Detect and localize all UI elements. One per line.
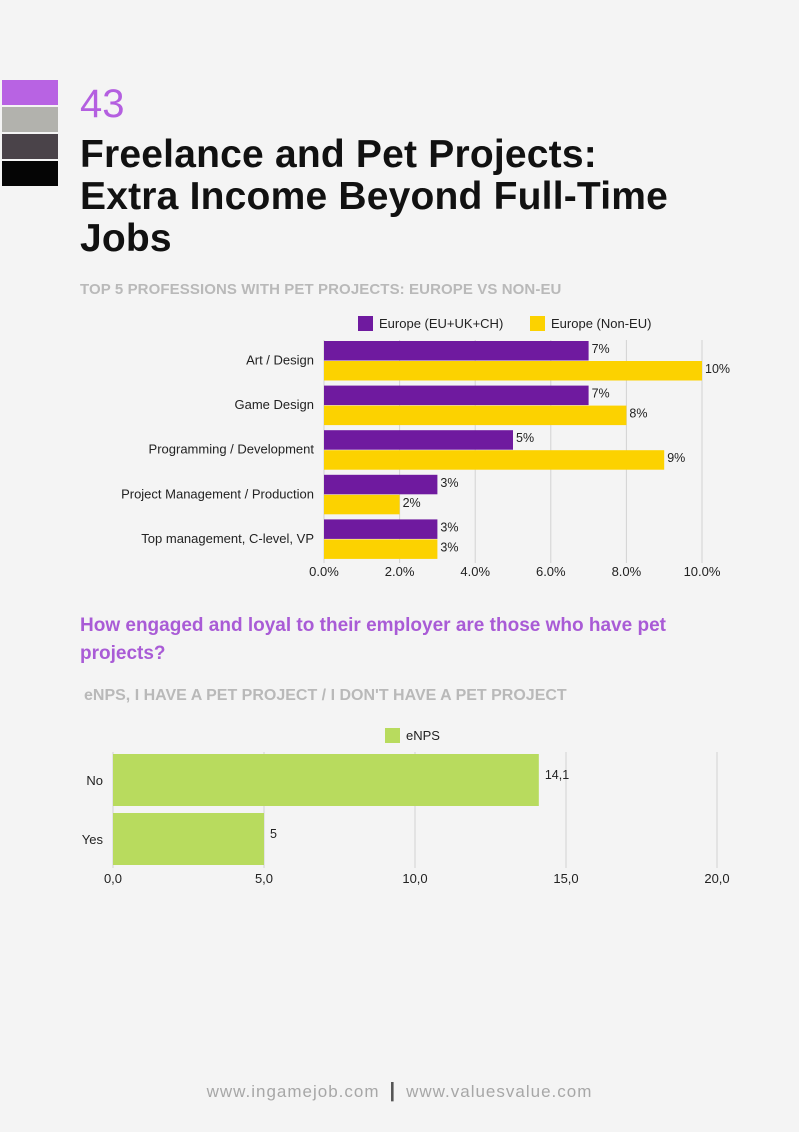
- swatch-purple: [2, 80, 58, 105]
- bar-s1-c4: [324, 519, 438, 539]
- footer: www.ingamejob.com | www.valuesvalue.com: [0, 1080, 799, 1103]
- footer-link-ingamejob[interactable]: www.ingamejob.com: [206, 1082, 380, 1101]
- legend-label-1: Europe (EU+UK+CH): [379, 316, 503, 331]
- data-label-s2-c2: 9%: [667, 451, 685, 465]
- bar-s2-c1: [324, 405, 627, 426]
- enps-bar-chart: eNPS 0,0 5,0 10,0 15,0 20,0 No 14,1 Yes 5: [82, 728, 730, 886]
- data-label-s2-c4: 3%: [440, 540, 458, 554]
- enps-x-tick-label-3: 15,0: [553, 871, 578, 886]
- chart1-title: TOP 5 PROFESSIONS WITH PET PROJECTS: EUR…: [80, 281, 562, 298]
- swatch-light-gray: [2, 107, 58, 132]
- bar-s1-c0: [324, 341, 589, 361]
- category-label-4: Top management, C-level, VP: [141, 531, 314, 546]
- bar-s2-c0: [324, 361, 702, 381]
- data-label-s2-c3: 2%: [403, 496, 421, 510]
- x-tick-label-3: 6.0%: [536, 564, 566, 579]
- enps-x-tick-label-0: 0,0: [104, 871, 122, 886]
- category-label-2: Programming / Development: [149, 442, 315, 457]
- enps-x-tick-label-2: 10,0: [402, 871, 427, 886]
- data-label-s2-c0: 10%: [705, 362, 730, 376]
- x-tick-label-0: 0.0%: [309, 564, 339, 579]
- data-label-s1-c0: 7%: [592, 342, 610, 356]
- x-tick-label-5: 10.0%: [684, 564, 721, 579]
- x-tick-label-2: 4.0%: [460, 564, 490, 579]
- bar-s1-c2: [324, 430, 513, 450]
- x-tick-label-1: 2.0%: [385, 564, 415, 579]
- category-label-1: Game Design: [235, 397, 314, 412]
- enps-x-tick-label-4: 20,0: [704, 871, 729, 886]
- category-label-3: Project Management / Production: [121, 486, 314, 501]
- enps-data-label-1: 5: [270, 827, 277, 841]
- bar-s2-c2: [324, 450, 665, 470]
- footer-separator: |: [389, 1080, 397, 1102]
- enps-bar-1: [113, 813, 264, 865]
- category-label-0: Art / Design: [246, 353, 314, 368]
- enps-data-label-0: 14,1: [545, 768, 569, 782]
- data-label-s2-c1: 8%: [629, 407, 647, 421]
- legend-swatch-1: [358, 316, 373, 331]
- engagement-question: How engaged and loyal to their employer …: [80, 615, 666, 664]
- enps-bar-0: [113, 754, 539, 806]
- legend-swatch-enps: [385, 728, 400, 743]
- enps-category-label-0: No: [86, 773, 103, 788]
- bar-s1-c1: [324, 385, 589, 406]
- page-number: 43: [80, 82, 125, 126]
- color-swatches: [2, 80, 58, 188]
- bar-s1-c3: [324, 474, 438, 495]
- legend-label-enps: eNPS: [406, 728, 440, 743]
- enps-category-label-1: Yes: [82, 832, 104, 847]
- data-label-s1-c2: 5%: [516, 431, 534, 445]
- data-label-s1-c1: 7%: [592, 387, 610, 401]
- professions-bar-chart: Europe (EU+UK+CH) Europe (Non-EU) 0.0% 2.0%…: [121, 316, 730, 579]
- x-tick-label-4: 8.0%: [612, 564, 642, 579]
- swatch-dark-gray: [2, 134, 58, 159]
- swatch-black: [2, 161, 58, 186]
- enps-x-tick-label-1: 5,0: [255, 871, 273, 886]
- bar-s2-c3: [324, 494, 400, 515]
- page-title: Freelance and Pet Projects: Extra Income…: [80, 133, 669, 260]
- data-label-s1-c4: 3%: [440, 520, 458, 534]
- bar-s2-c4: [324, 539, 438, 559]
- footer-link-valuesvalue[interactable]: www.valuesvalue.com: [406, 1082, 593, 1101]
- legend-label-2: Europe (Non-EU): [551, 316, 651, 331]
- chart2-title: eNPS, I HAVE A PET PROJECT / I DON'T HAV…: [84, 687, 567, 704]
- data-label-s1-c3: 3%: [440, 476, 458, 490]
- legend-swatch-2: [530, 316, 545, 331]
